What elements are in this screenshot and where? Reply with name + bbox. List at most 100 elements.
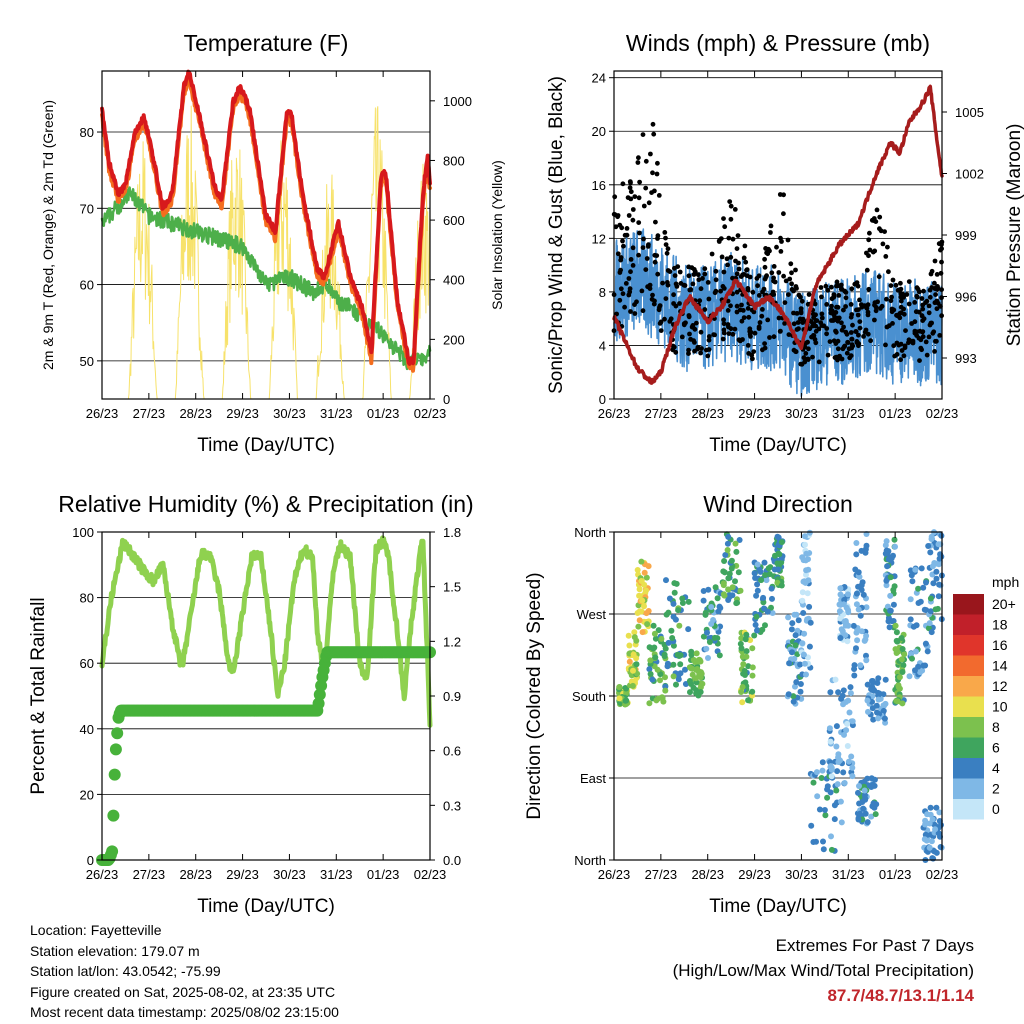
direction-point xyxy=(778,539,785,546)
gust-point xyxy=(889,294,894,300)
humidity-y2tick-label: 1.5 xyxy=(443,580,461,595)
direction-point xyxy=(789,649,795,656)
direction-point xyxy=(670,642,677,649)
winds-ylabel: Sonic/Prop Wind & Gust (Blue, Black) xyxy=(546,76,567,394)
direction-point xyxy=(850,622,857,629)
gust-point xyxy=(791,310,796,316)
gust-point xyxy=(926,303,932,309)
direction-point xyxy=(820,846,827,853)
direction-point xyxy=(892,622,899,629)
gust-point xyxy=(864,250,869,256)
gust-point xyxy=(788,261,794,267)
humidity-ytick-label: 80 xyxy=(80,591,94,606)
gust-point xyxy=(805,301,811,307)
direction-point xyxy=(932,826,939,833)
temperature-xtick-label: 02/23 xyxy=(414,406,447,421)
gust-point xyxy=(879,303,885,309)
direction-point xyxy=(921,606,928,613)
direction-point xyxy=(824,794,831,801)
gust-point xyxy=(835,346,841,352)
direction-point xyxy=(875,715,882,722)
gust-point xyxy=(778,249,784,254)
temperature-xtick-label: 28/23 xyxy=(179,406,212,421)
info-latlon: Station lat/lon: 43.0542; -75.99 xyxy=(30,963,221,979)
gust-point xyxy=(849,336,855,342)
gust-point xyxy=(834,304,839,310)
gust-point xyxy=(692,340,697,345)
direction-point xyxy=(828,833,834,840)
precip-point xyxy=(111,727,124,740)
direction-point xyxy=(826,725,833,732)
direction-point xyxy=(655,627,662,634)
legend-unit: mph xyxy=(992,574,1019,590)
direction-point xyxy=(864,697,871,704)
direction-point xyxy=(711,634,718,641)
gust-point xyxy=(650,170,655,176)
gust-point xyxy=(856,307,861,312)
gust-point xyxy=(769,270,775,276)
direction-point xyxy=(819,767,826,774)
direction-point xyxy=(935,593,942,600)
direction-point xyxy=(634,567,641,573)
direction-point xyxy=(774,560,781,567)
direction-point xyxy=(827,738,834,745)
direction-point xyxy=(857,612,864,619)
gust-point xyxy=(624,226,630,231)
gust-point xyxy=(885,244,890,250)
direction-point xyxy=(800,651,807,658)
gust-point xyxy=(621,243,626,249)
gust-point xyxy=(875,299,880,305)
direction-point xyxy=(745,697,752,704)
gust-point xyxy=(632,302,637,307)
direction-point xyxy=(651,630,658,637)
direction-point xyxy=(799,640,806,647)
winds-y2tick-label: 1002 xyxy=(955,167,984,182)
direction-point xyxy=(924,648,931,655)
gust-point xyxy=(695,346,700,352)
direction-point xyxy=(869,678,876,684)
direction-point xyxy=(835,751,842,758)
direction-point xyxy=(725,597,732,603)
gust-point xyxy=(662,316,667,322)
gust-point xyxy=(921,288,926,294)
gust-point xyxy=(829,318,834,323)
direction-point xyxy=(925,543,932,549)
direction-point xyxy=(863,632,870,639)
gust-point xyxy=(919,296,925,301)
direction-point xyxy=(633,655,640,662)
direction-point xyxy=(638,558,645,565)
direction-point xyxy=(799,589,806,596)
direction-point xyxy=(927,608,934,615)
direction-point xyxy=(695,658,702,665)
direction-point xyxy=(849,773,856,780)
gust-point xyxy=(650,121,656,127)
gust-point xyxy=(728,303,733,309)
winds-xtick-label: 02/23 xyxy=(926,406,959,421)
gust-point xyxy=(630,245,636,251)
direction-point xyxy=(743,648,750,655)
gust-point xyxy=(734,303,740,309)
direction-point xyxy=(892,646,899,653)
winds-xtick-label: 01/23 xyxy=(879,406,912,421)
direction-point xyxy=(923,837,930,844)
direction-point xyxy=(875,696,882,703)
gust-point xyxy=(745,287,751,293)
direction-point xyxy=(630,667,636,674)
gust-point xyxy=(635,160,641,165)
direction-point xyxy=(860,805,867,812)
gust-point xyxy=(906,301,912,307)
gust-point xyxy=(866,237,872,243)
humidity-y2tick-label: 1.2 xyxy=(443,634,461,649)
gust-point xyxy=(836,293,842,298)
direction-point xyxy=(679,600,686,606)
gust-point xyxy=(877,226,882,232)
direction-point xyxy=(752,575,759,581)
gust-point xyxy=(699,346,704,351)
gust-point xyxy=(876,274,882,280)
direction-ytick-label: East xyxy=(580,771,606,786)
direction-point xyxy=(892,543,898,550)
direction-point xyxy=(685,626,692,633)
precip-point xyxy=(312,697,325,710)
gust-point xyxy=(665,246,671,252)
gust-point xyxy=(657,305,662,310)
